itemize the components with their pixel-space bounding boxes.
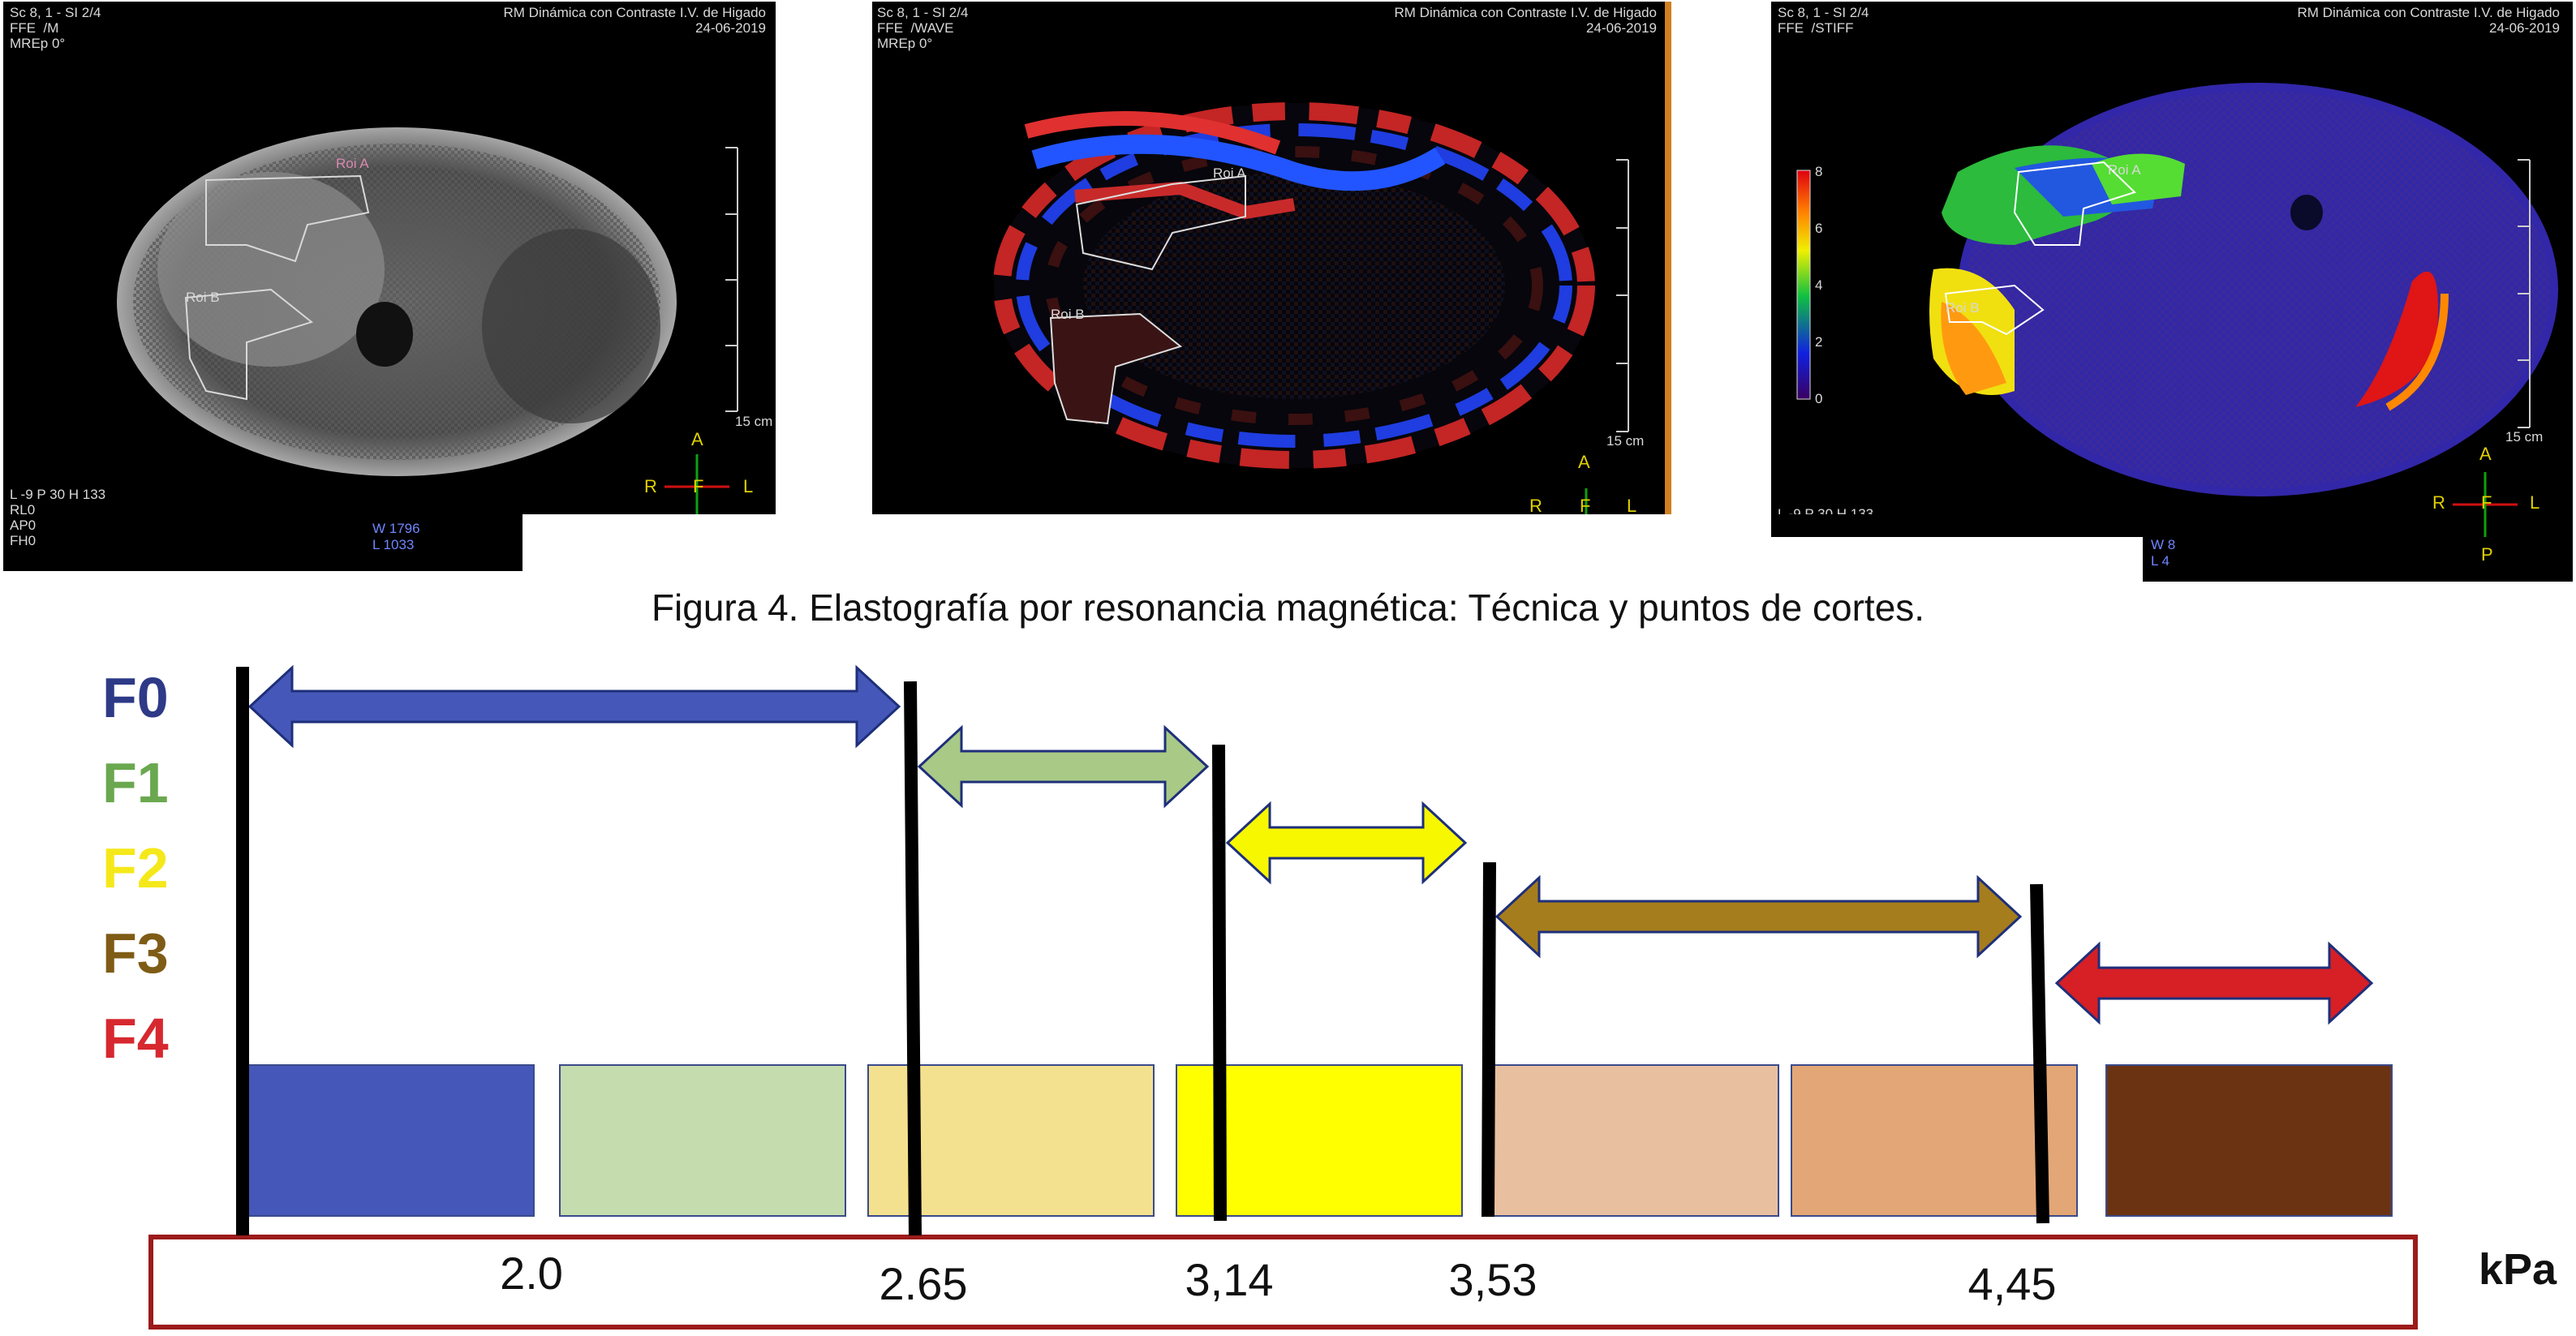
roi-b-label: Roi B xyxy=(1946,300,1980,316)
level-value: L 1033 xyxy=(372,537,415,552)
study-date: 24-06-2019 xyxy=(2489,20,2560,36)
roi-a-outline xyxy=(2013,161,2136,246)
sequence-label: FFE /M xyxy=(10,20,59,36)
orientation-cross xyxy=(664,454,729,521)
cutoff-label-2-0: 2.0 xyxy=(500,1248,563,1299)
scale-label: 15 cm xyxy=(2505,429,2544,445)
color-scale-block xyxy=(559,1064,846,1217)
cutoff-label-4-45: 4,45 xyxy=(1967,1258,2057,1309)
roi-a-label: Roi A xyxy=(2108,162,2141,178)
colorbar-tick-4: 4 xyxy=(1815,277,1823,293)
stiffness-colorbar xyxy=(1796,170,1811,400)
cutoff-bar xyxy=(904,681,922,1236)
mre-wave-panel: Sc 8, 1 - SI 2/4 FFE /WAVE MREp 0° RM Di… xyxy=(872,2,1671,514)
roi-b-label: Roi B xyxy=(186,290,220,305)
mre-magnitude-panel: Sc 8, 1 - SI 2/4 FFE /M MREp 0° RM Dinám… xyxy=(3,2,776,571)
cutoff-label-3-53: 3,53 xyxy=(1448,1254,1537,1305)
scale-ruler xyxy=(725,147,738,412)
position-line-1: L -9 P 30 H 133 xyxy=(10,487,106,502)
orient-anterior: A xyxy=(2479,444,2492,464)
window-value: W 8 xyxy=(2151,537,2176,552)
roi-a-outline xyxy=(1075,174,1246,271)
scale-label: 15 cm xyxy=(735,414,773,429)
scale-ruler xyxy=(2518,159,2531,428)
stage-arrow-f0 xyxy=(247,664,901,749)
stiffness-image xyxy=(1796,83,2558,537)
scale-ruler xyxy=(1616,159,1629,432)
color-scale-block xyxy=(247,1064,535,1217)
level-value: L 4 xyxy=(2151,553,2170,569)
orient-left: L xyxy=(1627,496,1637,515)
phase-label: MREp 0° xyxy=(10,36,66,51)
orient-anterior: A xyxy=(1578,452,1590,472)
stage-arrow-f1 xyxy=(917,724,1210,809)
stage-label-f4: F4 xyxy=(102,1007,169,1070)
stage-label-f3: F3 xyxy=(102,921,169,985)
cutoff-bar xyxy=(2030,883,2049,1224)
orient-right: R xyxy=(644,476,657,496)
crop-strip xyxy=(1771,514,2143,537)
stage-arrow-f3 xyxy=(1494,874,2023,959)
orient-right: R xyxy=(1529,496,1542,515)
stage-label-f1: F1 xyxy=(102,751,169,814)
orient-posterior: P xyxy=(2481,544,2493,565)
study-date: 24-06-2019 xyxy=(695,20,766,36)
orient-left: L xyxy=(743,476,754,496)
color-scale-block xyxy=(1492,1064,1779,1217)
roi-b-outline xyxy=(1944,284,2045,336)
orient-feet: F xyxy=(1580,496,1591,515)
stage-arrow-f2 xyxy=(1225,801,1468,885)
study-title: RM Dinámica con Contraste I.V. de Higado xyxy=(2297,5,2560,20)
unit-label: kPa xyxy=(2479,1245,2557,1294)
colorbar-tick-2: 2 xyxy=(1815,334,1823,350)
orient-right: R xyxy=(2432,492,2445,513)
stage-arrow-f4 xyxy=(2054,941,2374,1025)
sequence-label: FFE /STIFF xyxy=(1778,20,1854,36)
series-info: Sc 8, 1 - SI 2/4 xyxy=(1778,5,1869,20)
orient-feet: F xyxy=(2481,492,2492,513)
mre-stiffness-panel: Sc 8, 1 - SI 2/4 FFE /STIFF RM Dinámica … xyxy=(1771,2,2573,582)
roi-b-label: Roi B xyxy=(1051,307,1085,322)
cutoff-label-3-14: 3,14 xyxy=(1185,1254,1274,1305)
figure-caption: Figura 4. Elastografía por resonancia ma… xyxy=(651,586,1925,629)
series-info: Sc 8, 1 - SI 2/4 xyxy=(877,5,969,20)
stage-label-f0: F0 xyxy=(102,666,169,729)
sequence-label: FFE /WAVE xyxy=(877,20,954,36)
study-title: RM Dinámica con Contraste I.V. de Higado xyxy=(503,5,766,20)
kpa-axis-box xyxy=(148,1235,2418,1330)
roi-b-outline xyxy=(184,288,314,401)
position-line-2: RL0 xyxy=(10,502,36,518)
colorbar-tick-0: 0 xyxy=(1815,391,1823,406)
stage-label-f2: F2 xyxy=(102,836,169,900)
colorbar-tick-6: 6 xyxy=(1815,221,1823,236)
roi-a-outline xyxy=(205,174,370,263)
roi-a-label: Roi A xyxy=(1213,165,1246,181)
orient-anterior: A xyxy=(691,429,703,449)
orient-left: L xyxy=(2530,492,2540,513)
roi-b-outline xyxy=(1049,312,1183,425)
magnitude-image xyxy=(117,127,738,521)
color-scale-block xyxy=(1791,1064,2078,1217)
window-value: W 1796 xyxy=(372,521,420,536)
series-info: Sc 8, 1 - SI 2/4 xyxy=(10,5,101,20)
position-line-4: FH0 xyxy=(10,533,37,548)
roi-a-label: Roi A xyxy=(336,156,369,171)
panel-border xyxy=(1665,2,1671,514)
crop-mask xyxy=(523,514,776,571)
cutoff-label-2-65: 2.65 xyxy=(879,1258,968,1309)
cutoff-bar xyxy=(1212,744,1227,1222)
study-title: RM Dinámica con Contraste I.V. de Higado xyxy=(1394,5,1657,20)
colorbar-tick-8: 8 xyxy=(1815,164,1823,179)
color-scale-block xyxy=(2105,1064,2393,1217)
phase-label: MREp 0° xyxy=(877,36,933,51)
orient-feet: F xyxy=(693,476,704,496)
cutoff-bar xyxy=(1482,861,1496,1218)
orientation-cross xyxy=(2453,472,2518,537)
study-date: 24-06-2019 xyxy=(1586,20,1657,36)
scale-label: 15 cm xyxy=(1606,433,1645,449)
position-line-3: AP0 xyxy=(10,518,37,533)
wave-image xyxy=(993,102,1629,514)
